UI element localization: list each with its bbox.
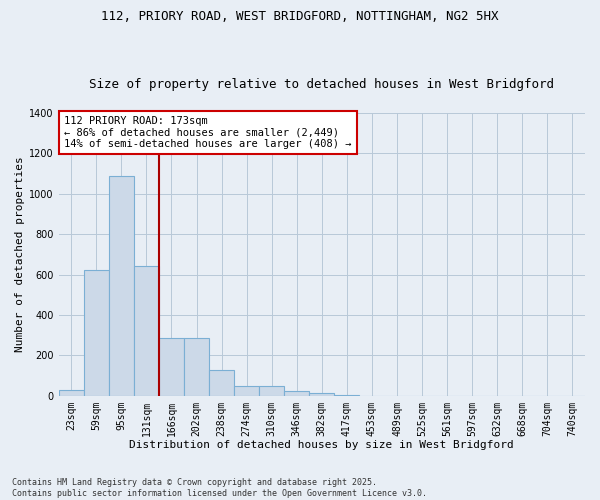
Text: 112 PRIORY ROAD: 173sqm
← 86% of detached houses are smaller (2,449)
14% of semi: 112 PRIORY ROAD: 173sqm ← 86% of detache… (64, 116, 352, 149)
Bar (184, 338, 209, 396)
Bar (84, 270, 109, 396)
Text: 112, PRIORY ROAD, WEST BRIDGFORD, NOTTINGHAM, NG2 5HX: 112, PRIORY ROAD, WEST BRIDGFORD, NOTTIN… (101, 10, 499, 23)
Bar (259, 386, 284, 396)
Title: Size of property relative to detached houses in West Bridgford: Size of property relative to detached ho… (89, 78, 554, 91)
Bar (284, 390, 309, 396)
Bar (159, 338, 184, 396)
Bar (334, 394, 359, 396)
Bar (109, 176, 134, 396)
Bar (59, 390, 84, 396)
X-axis label: Distribution of detached houses by size in West Bridgford: Distribution of detached houses by size … (130, 440, 514, 450)
Text: Contains HM Land Registry data © Crown copyright and database right 2025.
Contai: Contains HM Land Registry data © Crown c… (12, 478, 427, 498)
Bar (134, 266, 159, 396)
Y-axis label: Number of detached properties: Number of detached properties (15, 156, 25, 352)
Bar (234, 386, 259, 396)
Bar (209, 370, 234, 396)
Bar (309, 392, 334, 396)
